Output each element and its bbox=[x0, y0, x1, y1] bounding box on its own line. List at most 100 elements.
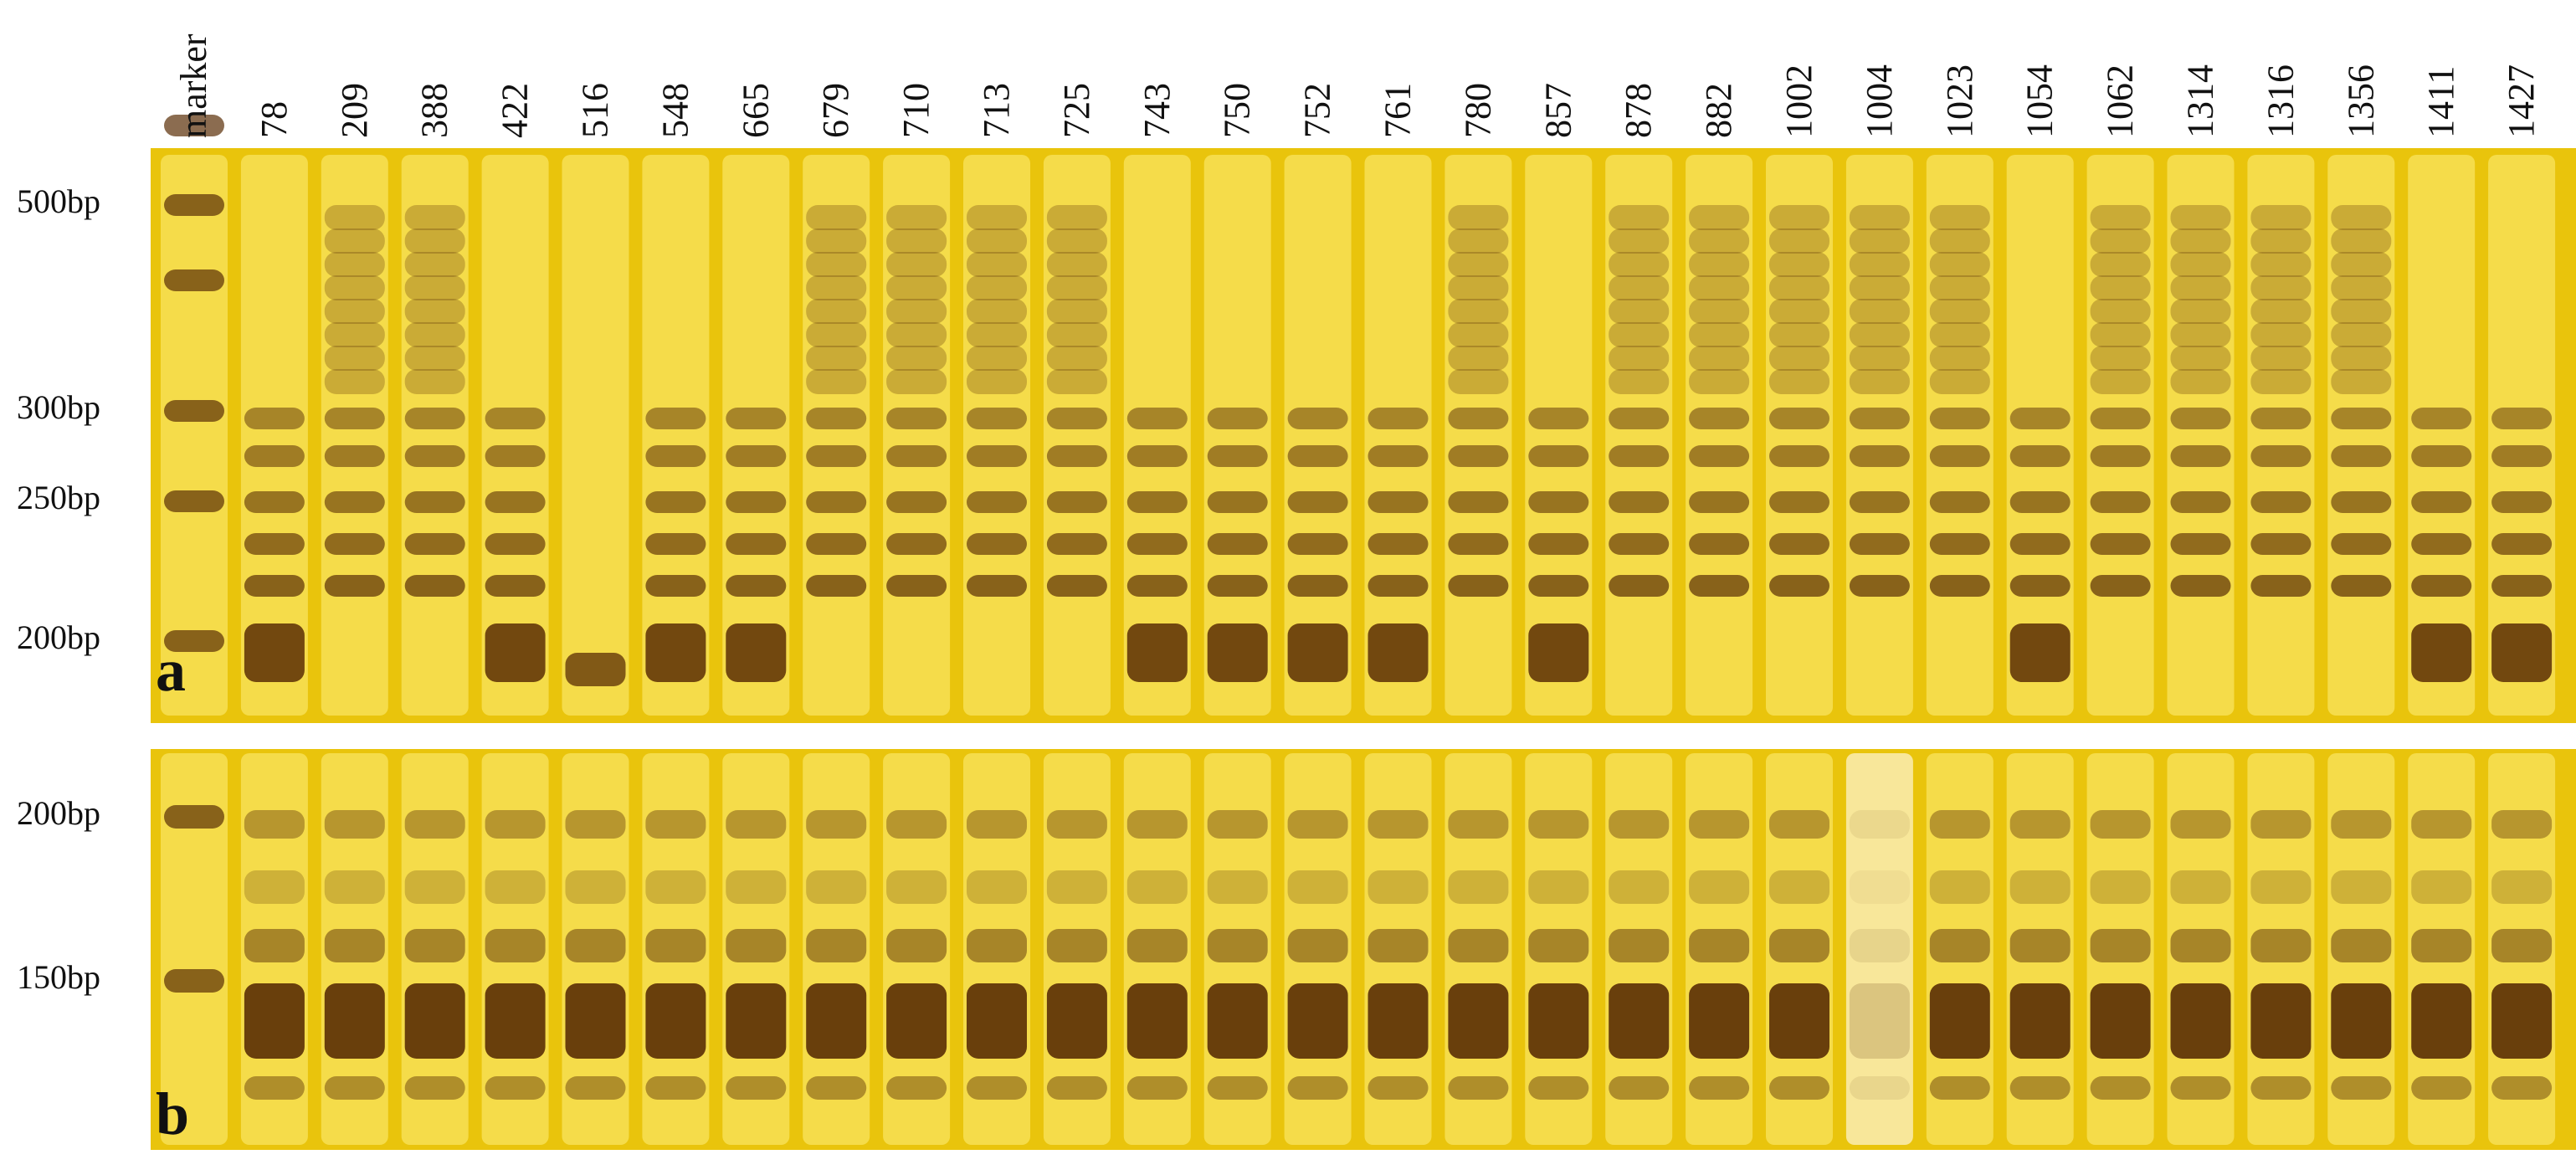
gel-band bbox=[2170, 252, 2231, 277]
gel-band bbox=[1528, 491, 1589, 513]
gel-band bbox=[1528, 1076, 1589, 1100]
gel-band bbox=[1769, 810, 1829, 839]
gel-band bbox=[1046, 445, 1107, 467]
gel-band bbox=[1609, 810, 1670, 839]
gel-band bbox=[645, 408, 706, 429]
gel-band bbox=[1849, 491, 1910, 513]
lane-label: 1004 bbox=[1859, 64, 1900, 138]
gel-band bbox=[1689, 252, 1750, 277]
gel-band bbox=[1046, 983, 1107, 1059]
gel-band bbox=[806, 205, 867, 230]
gel-band bbox=[645, 491, 706, 513]
gel-band bbox=[1929, 252, 1990, 277]
gel-band bbox=[2170, 369, 2231, 394]
gel-band bbox=[1929, 491, 1990, 513]
lane-label: 209 bbox=[334, 83, 375, 138]
gel-band bbox=[1769, 205, 1829, 230]
gel-band bbox=[2331, 275, 2392, 300]
gel-band bbox=[2331, 408, 2392, 429]
gel-band bbox=[2170, 870, 2231, 904]
gel-band bbox=[1769, 346, 1829, 371]
gel-band bbox=[1126, 533, 1188, 555]
lane-label: 1023 bbox=[1939, 64, 1980, 138]
gel-band bbox=[2491, 408, 2553, 429]
gel-band bbox=[1046, 369, 1107, 394]
gel-band bbox=[1689, 299, 1750, 324]
gel-band bbox=[1689, 205, 1750, 230]
lane-label: 1314 bbox=[2180, 64, 2221, 138]
gel-band bbox=[324, 533, 385, 555]
gel-band bbox=[1046, 228, 1107, 254]
gel-band bbox=[1448, 275, 1509, 300]
lane-label: 665 bbox=[735, 83, 776, 138]
gel-band bbox=[806, 870, 867, 904]
gel-band bbox=[244, 810, 305, 839]
gel-band bbox=[726, 533, 787, 555]
gel-band bbox=[485, 983, 546, 1059]
gel-band bbox=[1287, 929, 1348, 962]
gel-band bbox=[1769, 929, 1829, 962]
gel-band bbox=[2090, 228, 2151, 254]
gel-band bbox=[565, 1076, 626, 1100]
gel-band bbox=[1609, 322, 1670, 347]
gel-band bbox=[324, 1076, 385, 1100]
gel-band bbox=[1448, 929, 1509, 962]
gel-band bbox=[2411, 983, 2472, 1059]
gel-band bbox=[1448, 346, 1509, 371]
gel-band bbox=[404, 1076, 465, 1100]
gel-band bbox=[565, 653, 626, 686]
lane-label: 516 bbox=[575, 83, 616, 138]
gel-band bbox=[645, 623, 706, 682]
gel-band bbox=[645, 1076, 706, 1100]
gel-band bbox=[404, 810, 465, 839]
gel-band bbox=[2009, 575, 2071, 597]
gel-band bbox=[2250, 810, 2312, 839]
gel-band bbox=[324, 870, 385, 904]
gel-band bbox=[1046, 929, 1107, 962]
gel-band bbox=[1046, 252, 1107, 277]
gel-band bbox=[2090, 870, 2151, 904]
gel-band bbox=[2250, 575, 2312, 597]
gel-band bbox=[1528, 408, 1589, 429]
gel-band bbox=[2491, 575, 2553, 597]
lane-label: 857 bbox=[1537, 83, 1578, 138]
gel-band bbox=[324, 275, 385, 300]
gel-band bbox=[1448, 533, 1509, 555]
gel-band bbox=[806, 408, 867, 429]
gel-band bbox=[1689, 408, 1750, 429]
gel-band bbox=[2331, 870, 2392, 904]
size-marker-label: 150bp bbox=[17, 958, 100, 996]
gel-band bbox=[1689, 533, 1750, 555]
gel-band bbox=[1368, 1076, 1429, 1100]
gel-band bbox=[886, 983, 947, 1059]
gel-band bbox=[2331, 228, 2392, 254]
gel-band bbox=[1448, 1076, 1509, 1100]
gel-band bbox=[1609, 533, 1670, 555]
gel-band bbox=[1769, 299, 1829, 324]
gel-band bbox=[2170, 322, 2231, 347]
labels: marker 78 209 388 422 516 548 665 679 710 713 725 74… bbox=[17, 33, 2542, 1147]
gel-band bbox=[806, 369, 867, 394]
gel-band bbox=[2411, 491, 2472, 513]
gel-band bbox=[1689, 275, 1750, 300]
gel-band bbox=[1046, 870, 1107, 904]
gel-band bbox=[1368, 810, 1429, 839]
gel-band bbox=[726, 623, 787, 682]
gel-band bbox=[967, 929, 1027, 962]
gel-band bbox=[2170, 983, 2231, 1059]
gel-band bbox=[404, 205, 465, 230]
gel-band bbox=[2090, 491, 2151, 513]
gel-band bbox=[2090, 445, 2151, 467]
gel-band bbox=[244, 533, 305, 555]
gel-band bbox=[2090, 810, 2151, 839]
lane-label: 1356 bbox=[2340, 64, 2381, 138]
gel-band bbox=[886, 369, 947, 394]
gel-band bbox=[726, 810, 787, 839]
gel-band bbox=[967, 870, 1027, 904]
lane-label: 548 bbox=[654, 83, 695, 138]
gel-band bbox=[1368, 870, 1429, 904]
gel-band bbox=[404, 408, 465, 429]
gel-band bbox=[2331, 983, 2392, 1059]
gel-band bbox=[244, 408, 305, 429]
